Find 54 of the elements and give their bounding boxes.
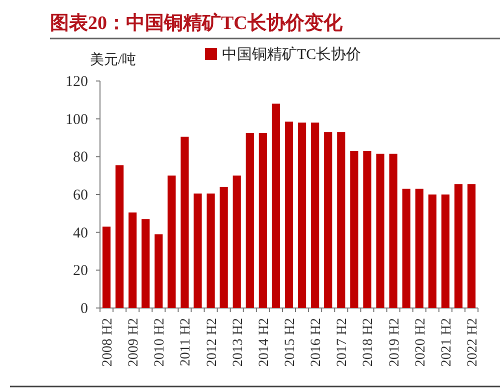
x-tick-label: 2020 H2 <box>413 318 428 367</box>
y-tick-label: 60 <box>73 188 88 204</box>
bar <box>180 136 189 308</box>
x-tick-label: 2010 H2 <box>152 318 168 367</box>
bar <box>168 176 176 308</box>
x-tick-label: 2016 H2 <box>309 318 324 367</box>
y-tick-label: 120 <box>66 74 88 90</box>
bar <box>258 133 267 308</box>
bar <box>350 150 358 308</box>
legend-label: 中国铜精矿TC长协价 <box>222 46 362 63</box>
bar <box>220 186 228 308</box>
y-tick-label: 0 <box>80 301 88 317</box>
x-tick-label: 2021 H2 <box>439 318 454 367</box>
y-tick-label: 20 <box>73 263 88 280</box>
y-tick-label: 40 <box>73 225 88 242</box>
x-tick-label: 2017 H2 <box>335 318 350 367</box>
x-tick-label: 2015 H2 <box>283 318 298 367</box>
bar <box>337 132 346 308</box>
x-tick-label: 2011 H2 <box>178 318 194 366</box>
bar <box>102 226 111 308</box>
x-tick-label: 2013 H2 <box>230 318 246 367</box>
bar <box>154 234 163 308</box>
bar <box>415 188 424 308</box>
bar <box>363 150 372 308</box>
bar <box>311 122 320 308</box>
bar <box>467 184 476 308</box>
bar <box>116 165 124 308</box>
x-tick-label: 2018 H2 <box>361 318 376 367</box>
bar <box>441 194 450 308</box>
bar <box>298 122 306 308</box>
bar <box>194 194 202 308</box>
bar <box>376 154 384 308</box>
bar <box>324 132 332 308</box>
bar <box>232 176 241 308</box>
bar <box>402 188 410 308</box>
x-tick-label: 2008 H2 <box>100 318 116 367</box>
chart-title: 图表20：中国铜精矿TC长协价变化 <box>50 12 344 34</box>
bar <box>389 154 398 308</box>
x-tick-label: 2012 H2 <box>204 318 220 367</box>
bar <box>428 194 436 308</box>
bar <box>454 184 462 308</box>
bar <box>128 212 137 308</box>
bar <box>206 194 215 308</box>
x-tick-label: 2014 H2 <box>256 318 272 367</box>
bar <box>284 122 294 308</box>
y-tick-label: 80 <box>73 150 88 166</box>
bar <box>272 104 280 308</box>
bar <box>142 219 150 308</box>
x-tick-label: 2022 H2 <box>465 318 480 367</box>
x-tick-label: 2009 H2 <box>126 318 142 367</box>
bar <box>246 133 254 308</box>
y-axis-title: 美元/吨 <box>90 52 136 68</box>
y-tick-label: 100 <box>66 112 88 128</box>
x-tick-label: 2019 H2 <box>387 318 402 367</box>
